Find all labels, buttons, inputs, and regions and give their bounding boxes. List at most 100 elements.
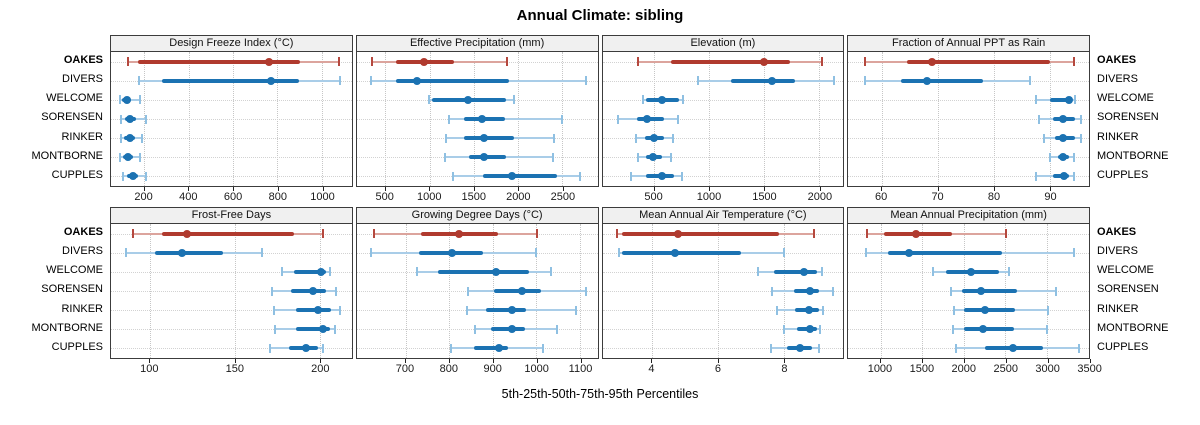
- station-labels-left: OAKES DIVERS WELCOME SORENSEN RINKER MONTBORN…: [0, 207, 110, 377]
- gridline-horizontal: [848, 138, 1089, 140]
- panel-title: Growing Degree Days (°C): [355, 207, 599, 224]
- percentile-95-cap: [817, 343, 820, 353]
- axis-tick-label: 500: [644, 191, 663, 203]
- axis-tick: [320, 359, 322, 363]
- axis-tick-label: 100: [140, 363, 159, 375]
- axis-tick: [1089, 359, 1091, 363]
- percentile-25-75-bar: [464, 136, 515, 141]
- axis-tick-label: 1500: [752, 191, 777, 203]
- percentile-95-cap: [585, 76, 587, 86]
- gridline-horizontal: [111, 157, 352, 159]
- percentile-25-75-bar: [474, 346, 508, 351]
- axis-tick: [709, 187, 711, 191]
- axis-tick: [277, 187, 279, 191]
- panel-title: Frost-Free Days: [110, 207, 353, 224]
- chart-title: Annual Climate: sibling: [516, 7, 684, 24]
- median-dot: [492, 267, 501, 276]
- station-labels-right: OAKES DIVERS WELCOME SORENSEN RINKER MONTBORN…: [1090, 35, 1200, 205]
- axis-tick-label: 3000: [1035, 363, 1060, 375]
- percentile-95-cap: [682, 95, 685, 105]
- median-dot: [767, 76, 776, 85]
- gridline-horizontal: [848, 176, 1089, 178]
- axis-tick: [881, 187, 883, 191]
- percentile-5-cap: [756, 267, 759, 277]
- percentile-5-cap: [118, 95, 121, 105]
- axis-tick: [963, 359, 965, 363]
- axis-tick: [404, 359, 406, 363]
- percentile-95-cap: [506, 57, 509, 67]
- percentile-25-75-bar: [670, 59, 791, 64]
- percentile-5-cap: [776, 305, 779, 315]
- median-dot: [479, 153, 488, 162]
- station-label-rinker: RINKER: [61, 130, 103, 143]
- gridline-horizontal: [111, 329, 352, 331]
- percentile-5-cap: [138, 76, 141, 86]
- panels-row-top: Design Freeze Index (°C) 200 400 600 800 1000…: [110, 35, 1090, 205]
- percentile-5-cap: [281, 267, 284, 277]
- axis-tick-label: 2000: [506, 191, 531, 203]
- percentile-25-75-bar: [963, 327, 1014, 332]
- percentile-25-75-bar: [290, 289, 327, 293]
- station-label-divers: DIVERS: [1097, 73, 1138, 86]
- x-axis: 500 1000 1500 2000 2500: [356, 187, 599, 205]
- percentile-5-cap: [617, 114, 620, 124]
- axis-tick-label: 600: [223, 191, 243, 203]
- plot-area: [110, 52, 353, 187]
- station-label-cupples: CUPPLES: [1097, 168, 1149, 181]
- percentile-95-cap: [555, 324, 558, 334]
- axis-tick-label: 1000: [696, 191, 722, 203]
- gridline-horizontal: [111, 138, 352, 140]
- station-label-welcome: WELCOME: [46, 264, 103, 277]
- median-dot: [1058, 134, 1067, 143]
- gridline-horizontal: [602, 329, 844, 331]
- gridline-horizontal: [111, 291, 352, 292]
- percentile-5-cap: [427, 95, 430, 105]
- median-dot: [643, 115, 652, 123]
- percentile-25-75-bar: [622, 231, 779, 236]
- median-dot: [806, 287, 815, 295]
- median-dot: [978, 325, 987, 334]
- axis-tick: [562, 187, 564, 191]
- station-labels-right: OAKES DIVERS WELCOME SORENSEN RINKER MONTBORN…: [1090, 207, 1200, 377]
- percentile-25-75-bar: [161, 231, 295, 236]
- percentile-5-cap: [864, 76, 867, 86]
- percentiles-caption: 5th-25th-50th-75th-95th Percentiles: [501, 387, 699, 401]
- percentile-5-cap: [447, 114, 450, 124]
- percentile-5-cap: [371, 57, 374, 67]
- panel-title: Mean Annual Air Temperature (°C): [601, 207, 845, 224]
- percentile-95-cap: [260, 248, 263, 258]
- station-label-montborne: MONTBORNE: [1097, 321, 1169, 334]
- gridline-horizontal: [111, 310, 352, 312]
- percentile-25-75-bar: [294, 269, 327, 274]
- percentile-5-cap: [864, 57, 867, 67]
- percentile-95-cap: [574, 305, 577, 315]
- percentile-95-cap: [1079, 133, 1082, 143]
- x-axis: 200 400 600 800 1000: [110, 187, 353, 205]
- percentile-5-cap: [415, 267, 418, 277]
- percentile-5-cap: [474, 324, 477, 334]
- median-dot: [657, 95, 666, 104]
- axis-tick-label: 2500: [993, 363, 1018, 375]
- gridline-horizontal: [111, 99, 352, 101]
- percentile-95-cap: [561, 114, 564, 124]
- percentile-25-75-bar: [888, 250, 1003, 255]
- axis-tick: [429, 187, 431, 191]
- percentile-5-cap: [122, 171, 125, 181]
- median-dot: [671, 248, 680, 257]
- median-dot: [464, 95, 473, 104]
- station-label-cupples: CUPPLES: [51, 168, 103, 181]
- panel-title: Effective Precipitation (mm): [355, 35, 599, 52]
- gridline-horizontal: [848, 99, 1089, 101]
- median-dot: [420, 57, 429, 66]
- axis-tick: [1050, 187, 1052, 191]
- percentile-25-75-bar: [962, 289, 1018, 293]
- panel-effective-precipitation-mm: Effective Precipitation (mm) 500 1000 1500 2…: [355, 35, 599, 205]
- median-dot: [313, 306, 322, 315]
- panel-title: Design Freeze Index (°C): [110, 35, 353, 52]
- percentile-25-75-bar: [907, 59, 1050, 64]
- station-label-sorensen: SORENSEN: [41, 111, 103, 124]
- axis-tick-label: 1000: [310, 191, 335, 203]
- axis-tick-label: 150: [225, 363, 244, 375]
- percentile-5-cap: [1037, 114, 1040, 124]
- station-label-oakes: OAKES: [1097, 226, 1137, 238]
